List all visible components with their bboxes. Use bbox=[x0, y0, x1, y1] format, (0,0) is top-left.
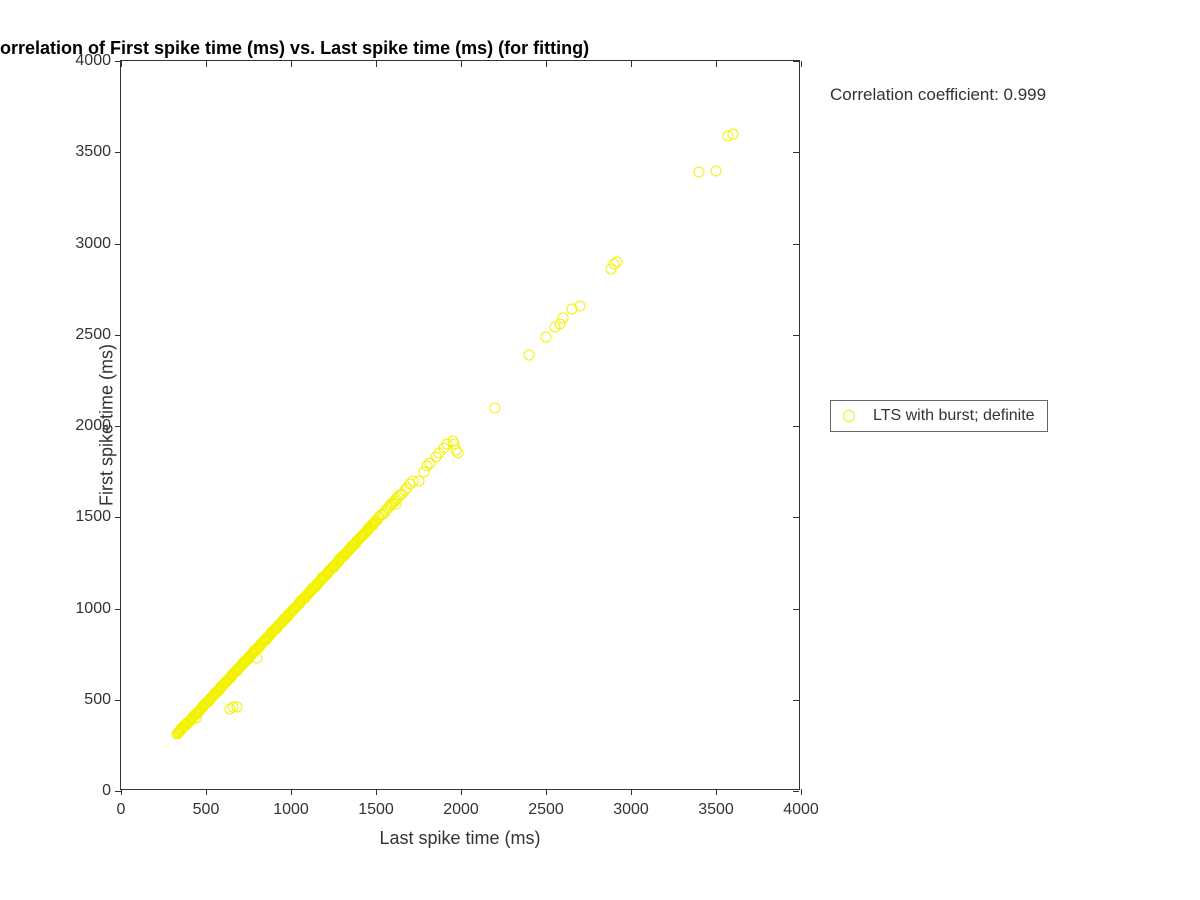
x-tick bbox=[206, 789, 207, 795]
y-tick bbox=[793, 61, 799, 62]
x-tick bbox=[461, 789, 462, 795]
x-tick bbox=[631, 61, 632, 67]
y-tick bbox=[115, 517, 121, 518]
x-tick bbox=[801, 789, 802, 795]
scatter-point bbox=[612, 256, 623, 267]
x-tick-label: 1500 bbox=[358, 801, 394, 819]
x-tick-label: 0 bbox=[117, 801, 126, 819]
scatter-point bbox=[558, 313, 569, 324]
x-tick bbox=[801, 61, 802, 67]
correlation-annotation: Correlation coefficient: 0.999 bbox=[830, 85, 1046, 105]
y-tick bbox=[793, 244, 799, 245]
y-tick bbox=[793, 152, 799, 153]
x-tick-label: 4000 bbox=[783, 801, 819, 819]
chart-container: orrelation of First spike time (ms) vs. … bbox=[0, 0, 1200, 900]
legend-marker-icon bbox=[843, 410, 855, 422]
x-tick bbox=[631, 789, 632, 795]
chart-title: orrelation of First spike time (ms) vs. … bbox=[0, 38, 800, 59]
scatter-point bbox=[694, 167, 705, 178]
y-tick bbox=[115, 244, 121, 245]
x-tick bbox=[376, 789, 377, 795]
y-tick bbox=[115, 791, 121, 792]
x-tick bbox=[206, 61, 207, 67]
x-tick bbox=[376, 61, 377, 67]
y-tick bbox=[115, 335, 121, 336]
legend: LTS with burst; definite bbox=[830, 400, 1048, 432]
y-tick-label: 3500 bbox=[56, 143, 111, 161]
x-tick bbox=[291, 789, 292, 795]
scatter-point bbox=[711, 165, 722, 176]
x-axis-label: Last spike time (ms) bbox=[379, 828, 540, 849]
y-tick bbox=[115, 700, 121, 701]
y-tick bbox=[115, 152, 121, 153]
scatter-point bbox=[452, 448, 463, 459]
y-tick bbox=[793, 609, 799, 610]
y-tick bbox=[793, 517, 799, 518]
scatter-point bbox=[231, 702, 242, 713]
y-tick-label: 2000 bbox=[56, 417, 111, 435]
x-tick bbox=[121, 61, 122, 67]
x-tick-label: 1000 bbox=[273, 801, 309, 819]
y-tick bbox=[793, 426, 799, 427]
x-tick bbox=[716, 61, 717, 67]
scatter-point bbox=[524, 349, 535, 360]
y-tick bbox=[115, 61, 121, 62]
y-tick-label: 4000 bbox=[56, 52, 111, 70]
x-tick-label: 500 bbox=[193, 801, 220, 819]
x-tick-label: 2500 bbox=[528, 801, 564, 819]
y-tick-label: 2500 bbox=[56, 326, 111, 344]
y-tick-label: 500 bbox=[56, 691, 111, 709]
y-tick bbox=[793, 335, 799, 336]
x-tick bbox=[546, 61, 547, 67]
y-tick bbox=[793, 791, 799, 792]
y-tick-label: 1000 bbox=[56, 600, 111, 618]
y-tick bbox=[793, 700, 799, 701]
scatter-point bbox=[541, 331, 552, 342]
x-tick-label: 3500 bbox=[698, 801, 734, 819]
x-tick-label: 3000 bbox=[613, 801, 649, 819]
scatter-point bbox=[490, 402, 501, 413]
y-tick-label: 0 bbox=[56, 782, 111, 800]
y-tick bbox=[115, 609, 121, 610]
x-tick bbox=[291, 61, 292, 67]
scatter-point bbox=[728, 129, 739, 140]
scatter-point bbox=[252, 652, 263, 663]
y-tick-label: 1500 bbox=[56, 508, 111, 526]
y-tick-label: 3000 bbox=[56, 235, 111, 253]
legend-item-label: LTS with burst; definite bbox=[873, 407, 1035, 425]
scatter-point bbox=[575, 300, 586, 311]
x-tick bbox=[716, 789, 717, 795]
x-tick bbox=[461, 61, 462, 67]
y-tick bbox=[115, 426, 121, 427]
plot-area: First spike time (ms) Last spike time (m… bbox=[120, 60, 800, 790]
x-tick bbox=[546, 789, 547, 795]
x-tick bbox=[121, 789, 122, 795]
x-tick-label: 2000 bbox=[443, 801, 479, 819]
